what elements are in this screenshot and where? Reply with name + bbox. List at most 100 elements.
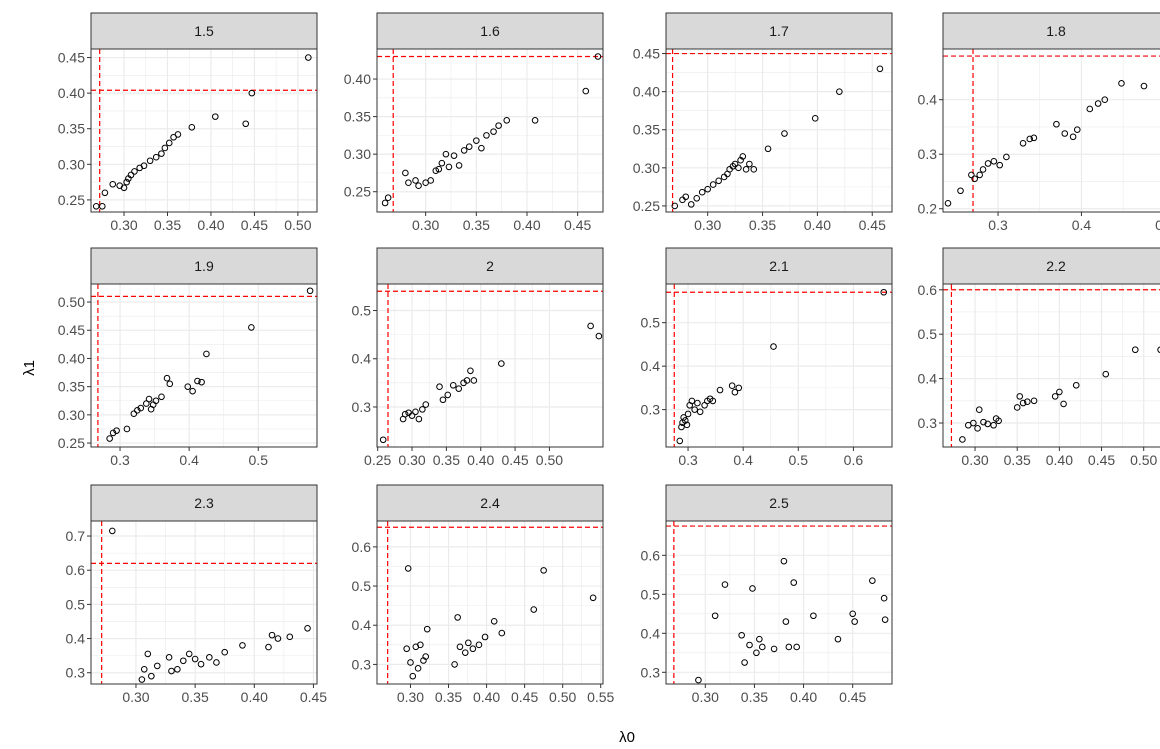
data-point xyxy=(274,635,282,642)
facet-panel-2-5: 2.5 0.30 0.35 0.40 0.45 0.3 0.4 0.5 0.6 xyxy=(641,484,893,705)
data-point xyxy=(968,171,975,179)
data-point xyxy=(1026,135,1034,143)
x-tick-label: 0.4 xyxy=(733,452,753,468)
data-point xyxy=(811,115,819,122)
grid-lines xyxy=(666,521,892,684)
x-tick-label: 0.35 xyxy=(154,217,181,233)
data-point xyxy=(407,659,414,666)
reference-lines xyxy=(377,49,603,212)
data-point xyxy=(438,159,446,167)
x-tick-label: 0.45 xyxy=(511,689,538,705)
data-point xyxy=(1094,100,1102,107)
facet-label: 1.5 xyxy=(194,23,214,39)
grid-lines xyxy=(666,284,892,447)
y-tick-label: 0.6 xyxy=(641,547,661,563)
data-point xyxy=(203,350,210,358)
data-point xyxy=(1019,399,1027,407)
x-tick-label: 0.30 xyxy=(961,452,988,468)
data-point xyxy=(161,144,169,152)
x-tick-label: 0.40 xyxy=(467,452,494,468)
data-point xyxy=(435,165,443,173)
data-point xyxy=(582,87,590,95)
data-point xyxy=(248,89,256,97)
data-point xyxy=(589,594,597,602)
data-point xyxy=(1051,393,1059,400)
data-point xyxy=(1086,105,1094,113)
facet-label: 2 xyxy=(486,258,494,274)
facet-panel-2-4: 2.4 0.30 0.35 0.40 0.45 0.50 0.55 0.3 0.4 0.5 0.6 xyxy=(352,484,615,705)
x-tick-label: 0.30 xyxy=(694,217,721,233)
data-point xyxy=(166,380,174,388)
data-point xyxy=(138,676,146,683)
y-tick-label: 0.3 xyxy=(641,402,661,418)
reference-lines xyxy=(943,284,1160,447)
x-tick-label: 0.40 xyxy=(197,217,224,233)
data-point xyxy=(944,199,952,207)
data-point xyxy=(753,649,760,657)
data-point xyxy=(242,120,250,128)
data-point xyxy=(746,160,753,168)
y-tick-label: 0.40 xyxy=(58,85,85,101)
data-point xyxy=(742,166,750,173)
data-point xyxy=(131,168,138,175)
y-tick-label: 0.35 xyxy=(344,109,371,125)
data-point xyxy=(1016,393,1024,400)
data-point xyxy=(1069,133,1077,141)
data-point xyxy=(405,179,412,187)
y-tick-label: 0.4 xyxy=(918,92,938,108)
data-point xyxy=(460,147,468,154)
data-point xyxy=(152,153,160,161)
data-point xyxy=(179,657,187,665)
y-tick-label: 0.45 xyxy=(58,322,85,338)
panel-border xyxy=(376,520,604,685)
x-tick-label: 0.3 xyxy=(678,452,698,468)
x-tick-label: 0.45 xyxy=(300,689,327,705)
y-tick-label: 0.35 xyxy=(58,121,85,137)
data-point xyxy=(1030,397,1038,405)
data-points xyxy=(106,287,314,442)
reference-lines xyxy=(91,521,317,684)
facet-panels: 1.5 0.30 0.35 0.40 0.45 0.50 0.25 0.30 0.35 0.40 0… xyxy=(58,12,1160,705)
data-point xyxy=(498,360,505,367)
y-tick-label: 0.7 xyxy=(66,528,86,544)
data-point xyxy=(423,625,431,633)
y-tick-label: 0.6 xyxy=(352,539,372,555)
data-point xyxy=(265,643,272,651)
grid-lines xyxy=(377,521,603,684)
y-tick-label: 0.3 xyxy=(918,415,938,431)
data-point xyxy=(976,171,983,179)
data-point xyxy=(709,397,717,405)
data-points xyxy=(379,322,603,444)
data-points xyxy=(671,65,884,210)
data-point xyxy=(503,117,511,124)
data-point xyxy=(984,160,992,167)
data-point xyxy=(432,167,440,174)
data-point xyxy=(467,367,474,375)
y-tick-label: 0.35 xyxy=(58,379,85,395)
data-points xyxy=(381,53,602,207)
data-point xyxy=(483,132,490,139)
panel-border xyxy=(90,48,318,213)
x-tick-label: 0.55 xyxy=(587,689,614,705)
data-point xyxy=(975,406,983,413)
x-tick-label: 0.5 xyxy=(1155,217,1160,233)
data-point xyxy=(152,397,160,405)
data-point xyxy=(304,624,311,632)
panel-border xyxy=(665,283,893,448)
data-point xyxy=(711,612,719,620)
data-point xyxy=(731,388,739,396)
data-point xyxy=(793,643,800,651)
data-point xyxy=(451,661,458,668)
data-point xyxy=(704,185,711,193)
data-point xyxy=(990,421,997,429)
data-point xyxy=(683,421,691,429)
facet-strip xyxy=(376,12,604,50)
x-tick-label: 0.40 xyxy=(790,689,817,705)
data-points xyxy=(108,527,311,683)
data-points xyxy=(676,288,888,445)
data-point xyxy=(531,117,539,124)
data-point xyxy=(475,641,483,649)
y-tick-label: 0.30 xyxy=(344,146,371,162)
y-tick-label: 0.2 xyxy=(918,201,938,217)
